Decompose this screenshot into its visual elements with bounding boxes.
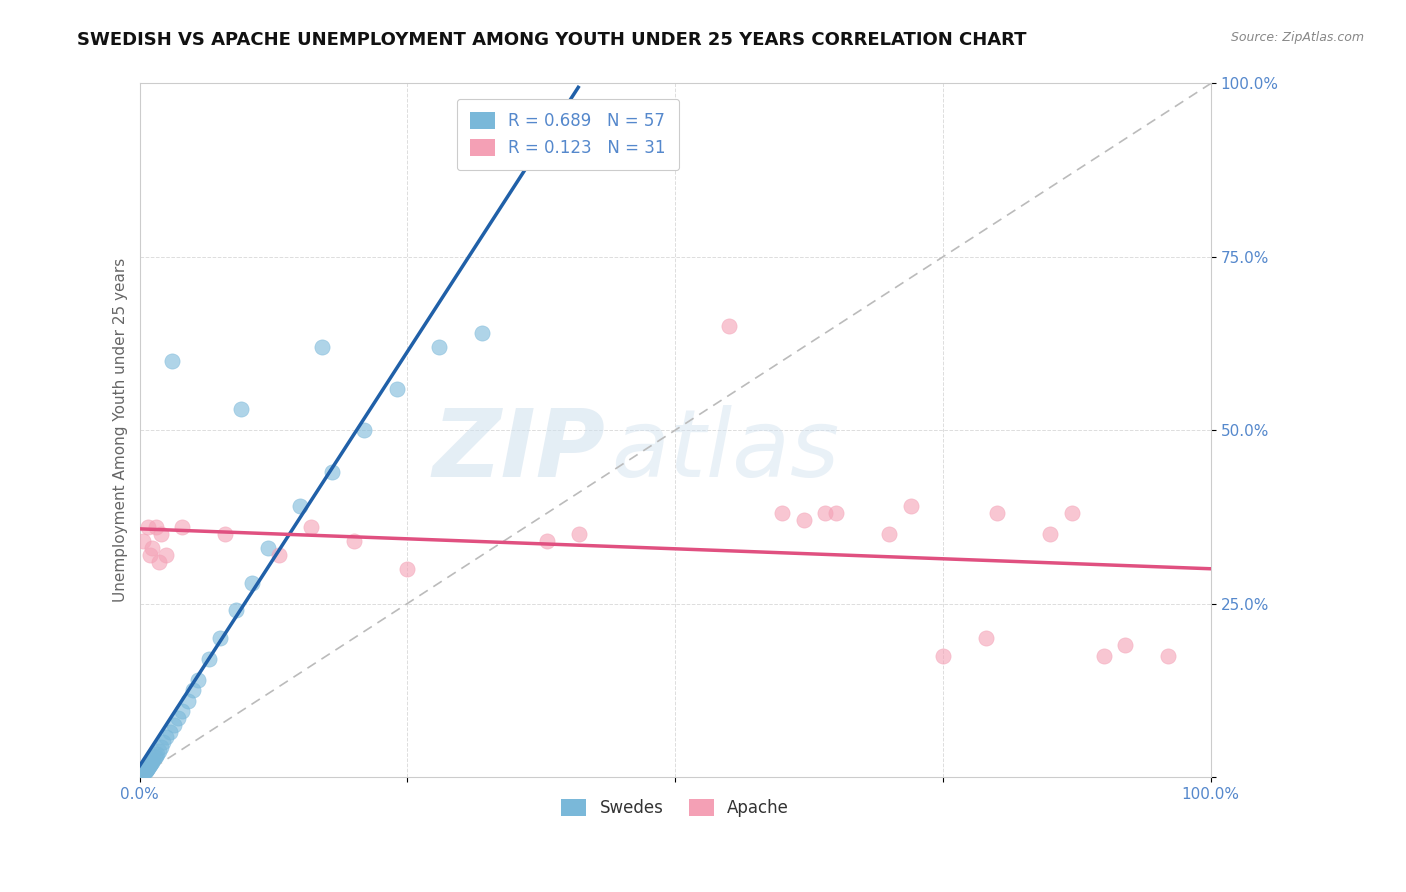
Point [214,527,236,541]
Point [879,527,901,541]
Point [986,507,1008,521]
Point [143,750,166,764]
Point [824,507,846,521]
Point [145,520,167,534]
Point [208,631,231,645]
Point [1039,527,1062,541]
Point [240,575,263,590]
Point [717,319,740,334]
Point [129,765,152,780]
Point [793,513,815,527]
Point [149,527,172,541]
Point [167,711,190,725]
Point [353,423,375,437]
Point [131,766,153,780]
Point [136,520,159,534]
Point [139,758,162,772]
Point [141,755,163,769]
Point [172,520,194,534]
Point [396,562,419,576]
Point [160,353,183,368]
Point [131,765,153,780]
Point [135,763,157,777]
Y-axis label: Unemployment Among Youth under 25 years: Unemployment Among Youth under 25 years [114,258,128,602]
Point [134,763,156,777]
Point [149,739,172,754]
Point [814,507,837,521]
Point [231,402,253,417]
Point [135,764,157,778]
Point [155,730,177,744]
Point [129,766,152,780]
Point [136,762,159,776]
Point [129,764,152,779]
Point [1092,648,1115,663]
Point [225,603,247,617]
Point [163,718,186,732]
Point [129,765,152,780]
Legend: Swedes, Apache: Swedes, Apache [555,792,796,824]
Point [536,534,558,549]
Point [257,541,280,555]
Point [145,747,167,761]
Point [198,652,221,666]
Point [145,749,167,764]
Point [132,764,155,779]
Point [132,764,155,779]
Point [1114,638,1136,652]
Point [136,759,159,773]
Point [343,534,366,549]
Point [1157,648,1180,663]
Point [134,764,156,779]
Text: SWEDISH VS APACHE UNEMPLOYMENT AMONG YOUTH UNDER 25 YEARS CORRELATION CHART: SWEDISH VS APACHE UNEMPLOYMENT AMONG YOU… [77,31,1026,49]
Point [131,764,153,779]
Point [172,704,194,718]
Point [321,465,343,479]
Point [155,548,177,562]
Point [974,631,997,645]
Point [132,764,155,779]
Point [136,761,159,775]
Point [900,500,922,514]
Point [148,743,170,757]
Point [132,765,155,780]
Point [187,673,209,687]
Text: ZIP: ZIP [433,405,606,497]
Text: Source: ZipAtlas.com: Source: ZipAtlas.com [1230,31,1364,45]
Point [132,764,155,779]
Point [311,340,333,354]
Point [471,326,494,340]
Point [290,500,312,514]
Point [177,693,200,707]
Point [152,735,174,749]
Point [568,527,591,541]
Point [148,555,170,569]
Point [138,758,160,772]
Point [181,683,204,698]
Point [267,548,290,562]
Point [159,724,181,739]
Point [141,756,163,770]
Point [142,752,165,766]
Point [139,548,162,562]
Point [132,764,155,779]
Point [141,541,163,555]
Point [932,648,955,663]
Point [139,756,162,771]
Point [770,507,793,521]
Point [1060,507,1083,521]
Point [136,762,159,776]
Point [132,764,155,779]
Point [429,340,451,354]
Point [135,762,157,776]
Point [136,761,159,775]
Point [299,520,322,534]
Point [132,534,155,549]
Point [134,764,156,778]
Point [385,382,408,396]
Point [131,764,153,779]
Text: atlas: atlas [610,406,839,497]
